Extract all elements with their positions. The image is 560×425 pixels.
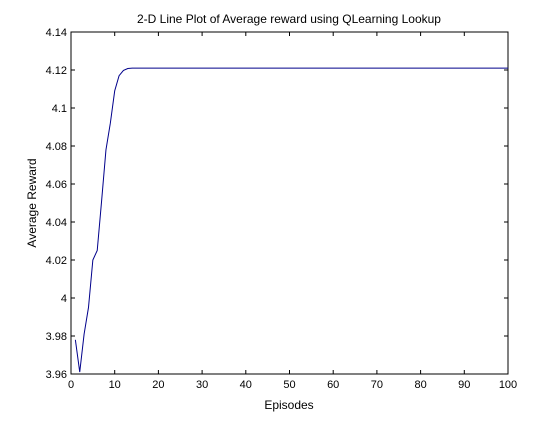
- y-tick-label: 4.06: [46, 179, 67, 191]
- x-axis-title: Episodes: [264, 398, 313, 412]
- y-tick-label: 4.04: [46, 217, 67, 229]
- y-axis: 3.96 3.98 4 4.02 4.04 4.06 4.08 4.1 4.12 4.14: [46, 27, 508, 381]
- y-axis-title: Average Reward: [25, 158, 39, 247]
- y-tick-label: 3.98: [46, 331, 67, 343]
- x-axis: 0 10 20 30 40 50 60 70 80 90 100: [68, 32, 517, 391]
- x-tick-label: 100: [499, 379, 517, 391]
- x-tick-label: 20: [152, 379, 164, 391]
- y-tick-label: 4.02: [46, 255, 67, 267]
- series-line: [74, 67, 508, 373]
- x-tick-label: 0: [68, 379, 74, 391]
- plot-area: [70, 31, 509, 375]
- y-tick-label: 3.96: [46, 369, 67, 381]
- chart-title: 2-D Line Plot of Average reward using QL…: [137, 12, 441, 26]
- y-tick-label: 4.1: [52, 103, 67, 115]
- x-tick-label: 10: [109, 379, 121, 391]
- y-tick-label: 4.08: [46, 141, 67, 153]
- x-tick-label: 60: [327, 379, 339, 391]
- x-tick-label: 30: [196, 379, 208, 391]
- x-tick-label: 40: [240, 379, 252, 391]
- x-tick-label: 70: [371, 379, 383, 391]
- y-tick-label: 4.14: [46, 27, 67, 39]
- y-tick-label: 4: [61, 293, 67, 305]
- x-tick-label: 80: [414, 379, 426, 391]
- x-tick-label: 90: [458, 379, 470, 391]
- x-tick-label: 50: [283, 379, 295, 391]
- y-tick-label: 4.12: [46, 65, 67, 77]
